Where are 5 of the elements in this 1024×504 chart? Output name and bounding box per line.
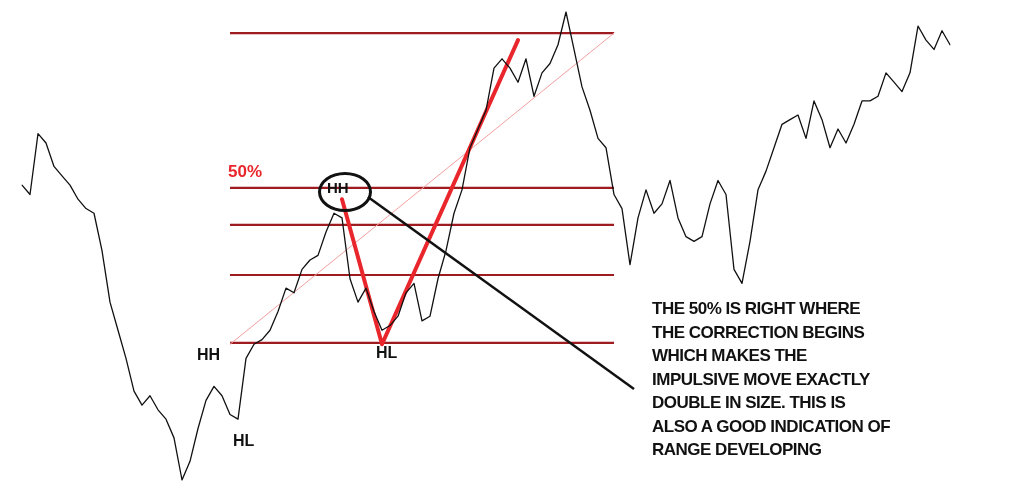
annotation: THE 50% IS RIGHT WHERE THE CORRECTION BEGINS WHICH MAKES THE IMPULSIVE MOVE EXACTLY DOUBLE IN SIZE. THIS IS ALSO A GOOD INDICATION OF RANGE DEVELOPING [652, 298, 892, 461]
annotation: HL [376, 344, 398, 362]
annotation: HL [233, 432, 255, 450]
annotation: 50% [228, 162, 263, 182]
annotation: HH [197, 346, 221, 364]
